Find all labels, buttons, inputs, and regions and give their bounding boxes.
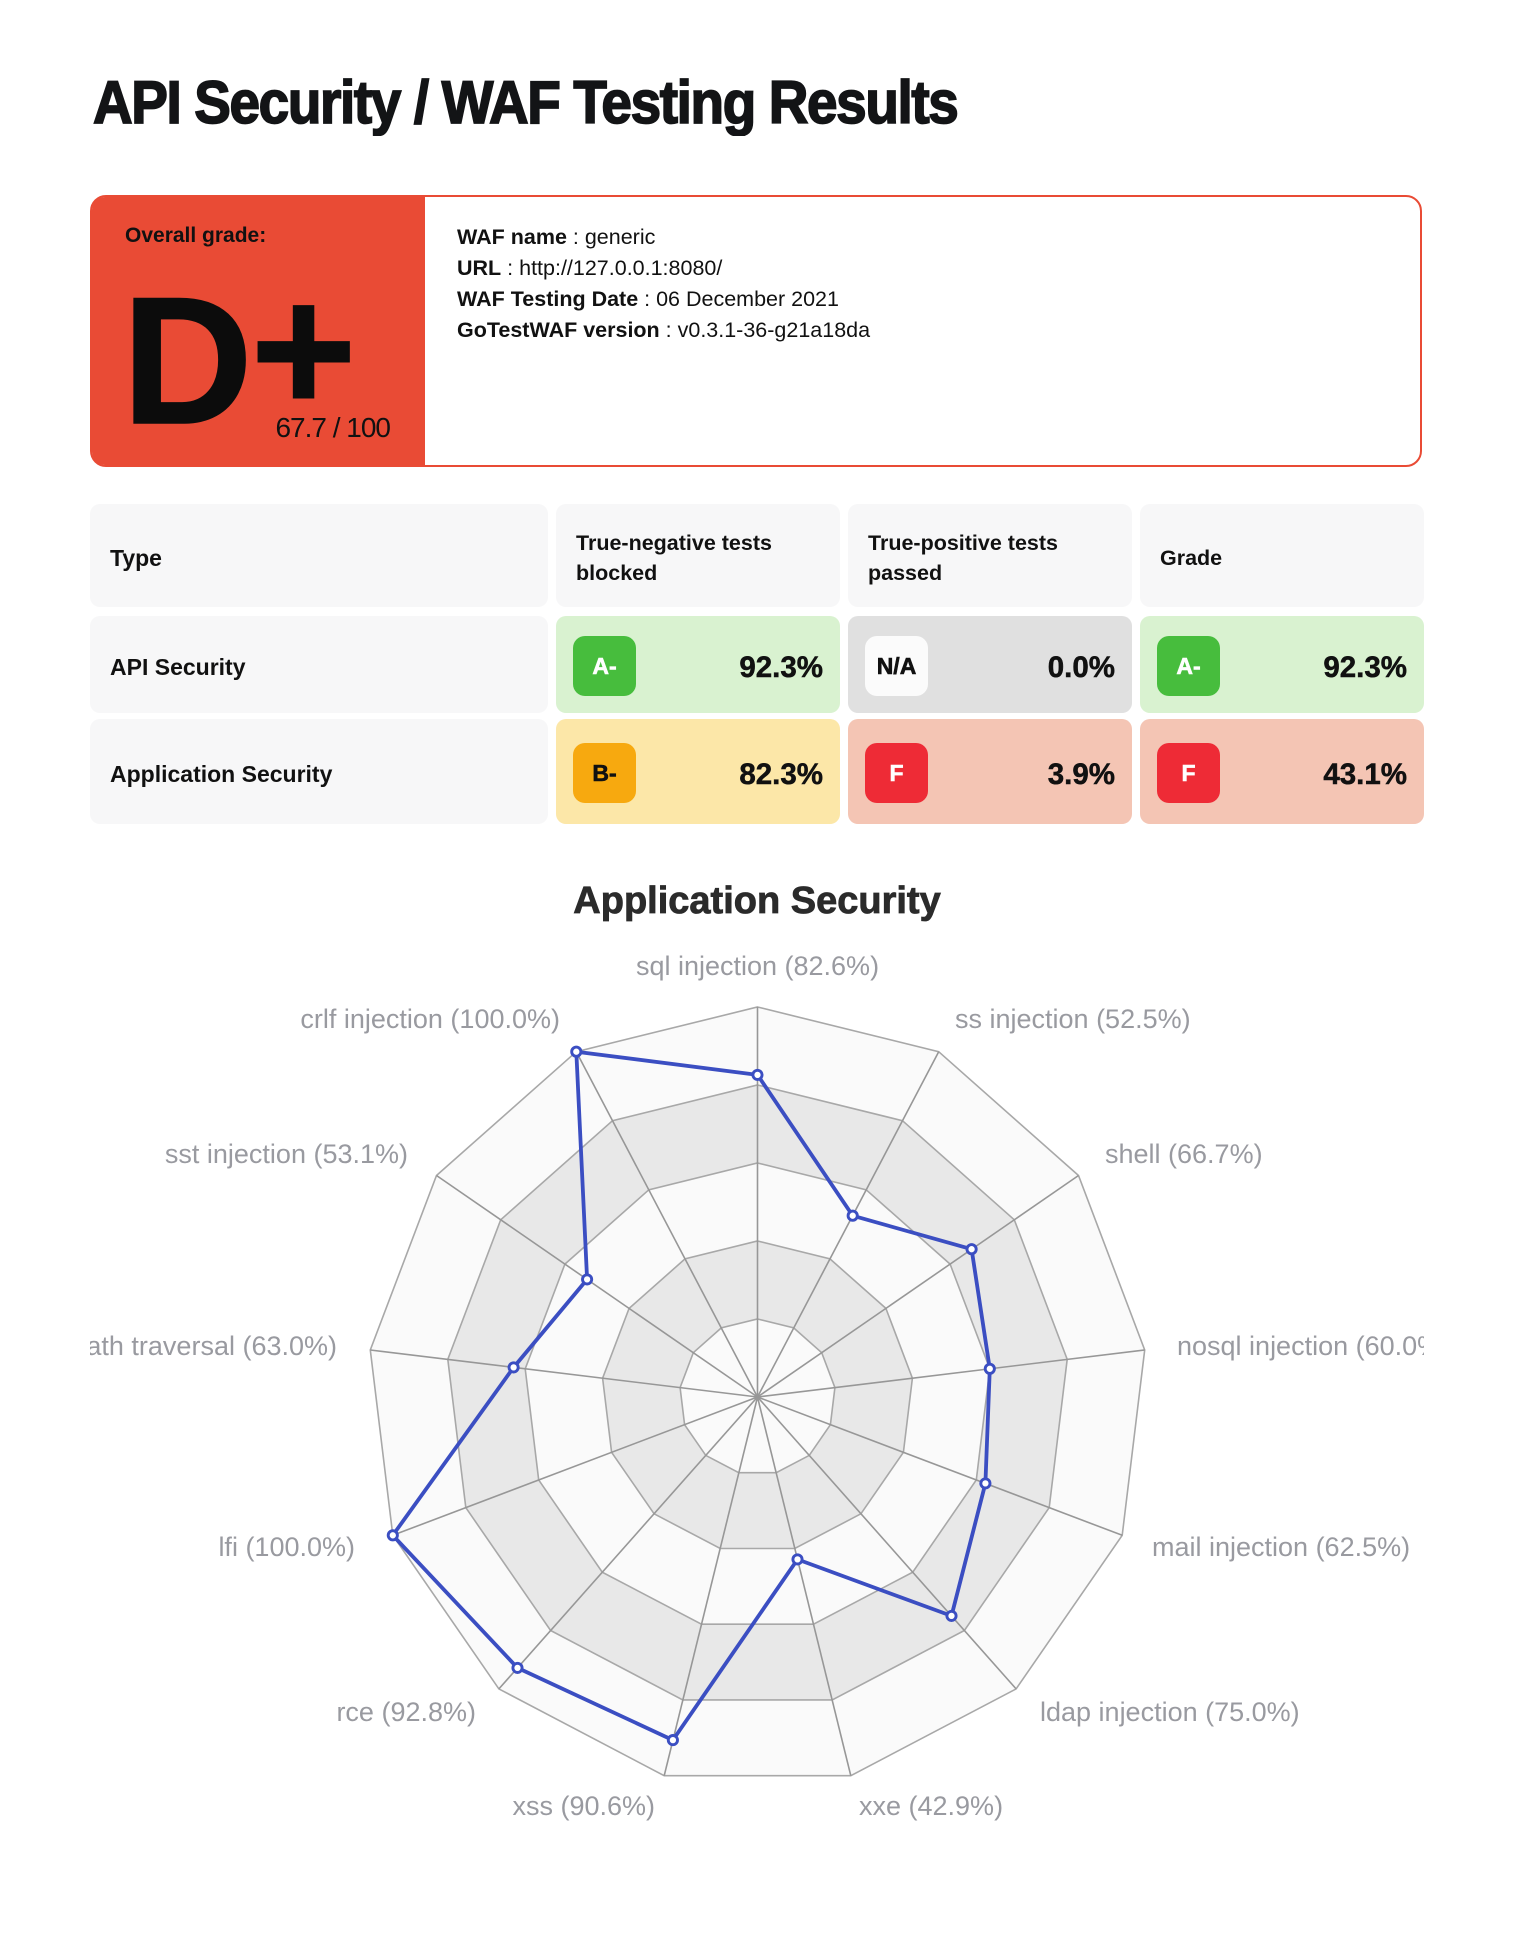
svg-text:mail injection (62.5%): mail injection (62.5%) [1152, 1532, 1410, 1562]
svg-text:ldap injection (75.0%): ldap injection (75.0%) [1040, 1697, 1300, 1727]
svg-text:ss injection (52.5%): ss injection (52.5%) [955, 1004, 1191, 1034]
svg-text:xxe (42.9%): xxe (42.9%) [859, 1791, 1003, 1821]
svg-text:sql injection (82.6%): sql injection (82.6%) [636, 951, 879, 981]
svg-text:nosql injection (60.0%): nosql injection (60.0%) [1177, 1331, 1424, 1361]
svg-text:path traversal (63.0%): path traversal (63.0%) [90, 1331, 337, 1361]
svg-text:sst injection (53.1%): sst injection (53.1%) [165, 1139, 408, 1169]
svg-text:xss (90.6%): xss (90.6%) [512, 1791, 655, 1821]
svg-text:shell (66.7%): shell (66.7%) [1105, 1139, 1263, 1169]
svg-text:lfi (100.0%): lfi (100.0%) [218, 1532, 355, 1562]
svg-text:rce (92.8%): rce (92.8%) [336, 1697, 476, 1727]
svg-text:crlf injection (100.0%): crlf injection (100.0%) [300, 1004, 560, 1034]
